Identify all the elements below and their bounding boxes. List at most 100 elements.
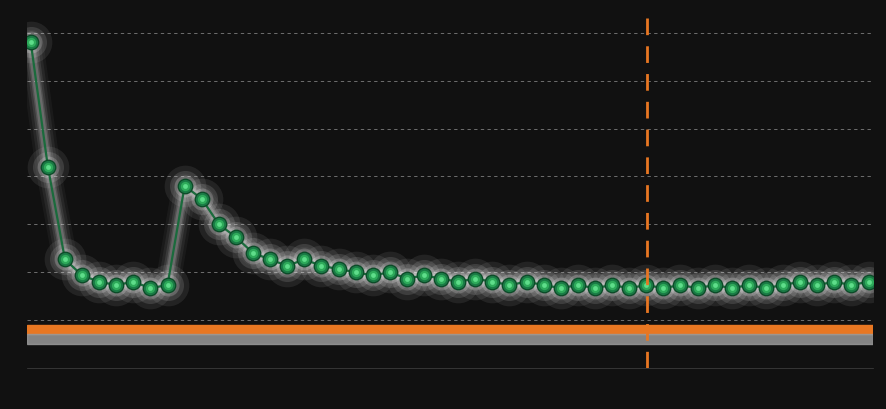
Point xyxy=(24,40,38,47)
Point xyxy=(212,222,226,228)
Point xyxy=(177,183,191,190)
Point xyxy=(690,285,704,292)
Point xyxy=(844,282,859,289)
Point xyxy=(246,250,260,257)
Point xyxy=(588,285,602,292)
Point xyxy=(486,279,500,285)
Point xyxy=(828,279,842,285)
Point xyxy=(451,279,465,285)
Point xyxy=(793,279,807,285)
Point xyxy=(127,279,141,285)
Point xyxy=(280,263,294,270)
Bar xyxy=(27,325,873,335)
Point xyxy=(400,276,414,282)
Point xyxy=(861,279,875,285)
Point xyxy=(519,279,533,285)
Point xyxy=(486,279,500,285)
Point xyxy=(828,279,842,285)
Point xyxy=(502,282,517,289)
Point xyxy=(758,285,773,292)
Point xyxy=(177,183,191,190)
Point xyxy=(605,282,619,289)
Point xyxy=(588,285,602,292)
Point xyxy=(708,282,722,289)
Point xyxy=(810,282,824,289)
Point xyxy=(348,269,362,276)
Point xyxy=(75,272,89,279)
Point xyxy=(673,282,688,289)
Point xyxy=(417,272,431,279)
Point xyxy=(519,279,533,285)
Point xyxy=(588,285,602,292)
Point xyxy=(708,282,722,289)
Point xyxy=(708,282,722,289)
Point xyxy=(537,282,551,289)
Point xyxy=(127,279,141,285)
Point xyxy=(127,279,141,285)
Point xyxy=(109,282,123,289)
Point xyxy=(828,279,842,285)
Point xyxy=(605,282,619,289)
Point xyxy=(844,282,859,289)
Point xyxy=(109,282,123,289)
Point xyxy=(212,222,226,228)
Point xyxy=(605,282,619,289)
Point xyxy=(212,222,226,228)
Point xyxy=(502,282,517,289)
Point xyxy=(417,272,431,279)
Point xyxy=(41,164,55,171)
Point xyxy=(109,282,123,289)
Point xyxy=(571,282,585,289)
Point xyxy=(657,285,671,292)
Point xyxy=(177,183,191,190)
Point xyxy=(486,279,500,285)
Point xyxy=(58,256,72,263)
Point xyxy=(639,282,653,289)
Point xyxy=(758,285,773,292)
Bar xyxy=(27,335,873,344)
Point xyxy=(537,282,551,289)
Point xyxy=(366,272,380,279)
Point xyxy=(810,282,824,289)
Point xyxy=(725,285,739,292)
Point xyxy=(810,282,824,289)
Point xyxy=(75,272,89,279)
Point xyxy=(828,279,842,285)
Point xyxy=(657,285,671,292)
Point xyxy=(810,282,824,289)
Point xyxy=(24,40,38,47)
Point xyxy=(690,285,704,292)
Point xyxy=(725,285,739,292)
Point xyxy=(348,269,362,276)
Point xyxy=(639,282,653,289)
Point xyxy=(776,282,790,289)
Point xyxy=(229,234,243,241)
Point xyxy=(793,279,807,285)
Point xyxy=(92,279,106,285)
Point xyxy=(331,266,346,273)
Point xyxy=(246,250,260,257)
Point xyxy=(58,256,72,263)
Point xyxy=(400,276,414,282)
Point xyxy=(725,285,739,292)
Point xyxy=(434,276,448,282)
Point xyxy=(588,285,602,292)
Point xyxy=(41,164,55,171)
Point xyxy=(725,285,739,292)
Point xyxy=(844,282,859,289)
Point xyxy=(673,282,688,289)
Point xyxy=(229,234,243,241)
Point xyxy=(537,282,551,289)
Point xyxy=(280,263,294,270)
Point xyxy=(639,282,653,289)
Point xyxy=(758,285,773,292)
Point xyxy=(434,276,448,282)
Point xyxy=(742,282,756,289)
Point xyxy=(400,276,414,282)
Point xyxy=(742,282,756,289)
Point xyxy=(177,183,191,190)
Point xyxy=(502,282,517,289)
Point xyxy=(554,285,568,292)
Point xyxy=(383,269,397,276)
Point xyxy=(246,250,260,257)
